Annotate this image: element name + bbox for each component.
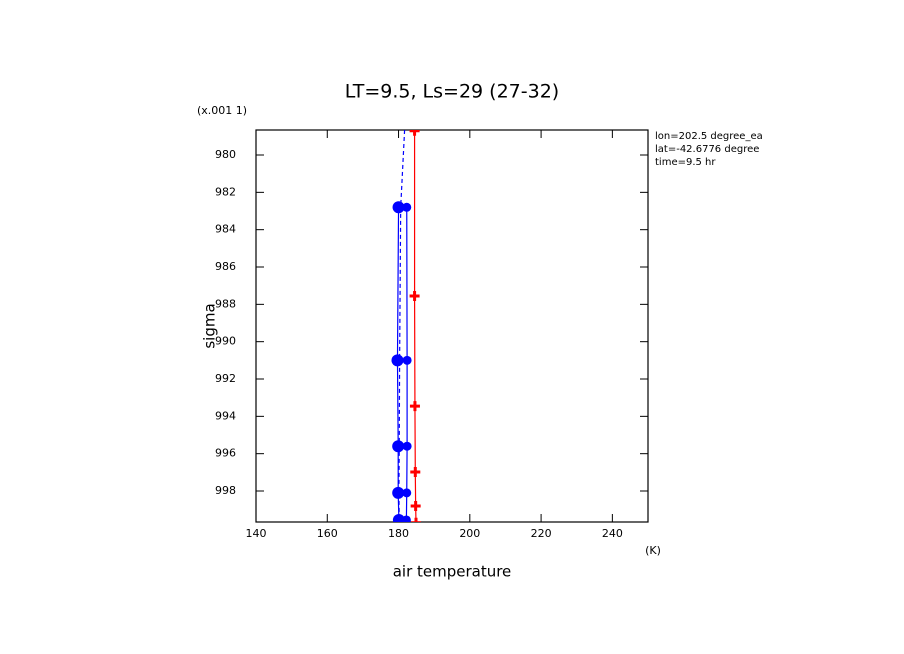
annotation: time=9.5 hr [655, 157, 716, 168]
y-scale-label: (x.001 1) [197, 104, 247, 117]
x-tick-label: 200 [459, 527, 480, 540]
marker [409, 130, 420, 136]
profile-line [413, 130, 417, 522]
plot-area [391, 130, 422, 522]
y-tick-label: 984 [215, 223, 236, 236]
marker [409, 290, 420, 301]
marker [392, 486, 405, 499]
y-tick-label: 992 [215, 372, 236, 385]
marker [391, 354, 404, 367]
y-tick-label: 998 [215, 484, 236, 497]
x-axis-label: air temperature [393, 563, 512, 581]
marker [402, 202, 412, 212]
y-tick-label: 990 [215, 335, 236, 348]
annotation: lat=-42.6776 degree [655, 144, 759, 155]
marker [402, 441, 412, 451]
profile-line [398, 130, 406, 520]
marker [392, 440, 405, 453]
y-tick-label: 996 [215, 447, 236, 460]
y-tick-label: 994 [215, 409, 236, 422]
x-tick-label: 220 [531, 527, 552, 540]
marker [410, 500, 421, 511]
annotation: lon=202.5 degree_ea [655, 131, 763, 142]
x-tick-label: 140 [246, 527, 267, 540]
x-tick-label: 160 [317, 527, 338, 540]
marker [411, 517, 422, 522]
y-tick-label: 988 [215, 297, 236, 310]
marker [410, 466, 421, 477]
y-tick-label: 986 [215, 260, 236, 273]
x-tick-label: 240 [602, 527, 623, 540]
y-tick-label: 982 [215, 185, 236, 198]
marker [402, 355, 412, 365]
y-axis-label: sigma [201, 303, 219, 348]
chart-title: LT=9.5, Ls=29 (27-32) [345, 81, 559, 103]
y-tick-label: 980 [215, 148, 236, 161]
marker [402, 488, 412, 498]
x-unit-label: (K) [645, 544, 661, 557]
marker [392, 201, 405, 214]
marker [401, 515, 411, 522]
plot-frame [255, 129, 649, 523]
x-tick-label: 180 [388, 527, 409, 540]
marker [409, 401, 420, 412]
